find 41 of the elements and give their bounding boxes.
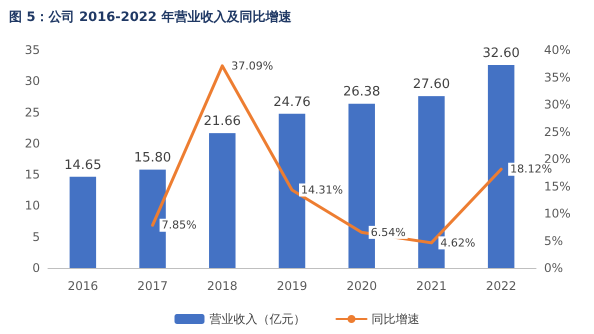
data-label: 4.62% <box>440 236 476 250</box>
data-label: 27.60 <box>412 77 450 92</box>
data-label: 32.60 <box>482 46 520 61</box>
y-tick-label: 20 <box>24 136 40 150</box>
data-label: 18.12% <box>510 162 552 176</box>
legend-label: 同比增速 <box>372 312 420 326</box>
y2-tick-label: 35% <box>544 70 571 84</box>
x-tick-label: 2021 <box>416 279 447 293</box>
bar <box>209 133 236 268</box>
x-tick-label: 2019 <box>276 279 308 293</box>
y2-tick-label: 40% <box>544 43 571 57</box>
y2-tick-label: 0% <box>544 261 564 275</box>
y-tick-label: 30 <box>24 74 40 88</box>
data-label: 14.31% <box>301 184 343 197</box>
bar <box>70 176 96 268</box>
chart-title: 图 5：公司 2016-2022 年营业收入及同比增速 <box>9 9 292 25</box>
y2-tick-label: 15% <box>544 179 571 194</box>
y2-tick-label: 10% <box>544 206 571 220</box>
y-tick-label: 5 <box>32 230 40 244</box>
x-tick-label: 2020 <box>346 279 377 293</box>
y-tick-label: 15 <box>24 168 40 182</box>
y-tick-label: 0 <box>32 261 40 275</box>
data-label: 37.09% <box>231 59 274 72</box>
data-label: 24.76 <box>273 94 311 110</box>
data-label: 21.66 <box>204 114 241 130</box>
data-label: 6.54% <box>370 226 406 239</box>
y-tick-label: 10 <box>24 198 40 213</box>
legend-label: 营业收入（亿元） <box>210 312 306 326</box>
x-tick-label: 2017 <box>137 279 168 293</box>
y-tick-label: 35 <box>24 43 40 57</box>
x-tick-label: 2018 <box>207 279 238 293</box>
x-tick-label: 2022 <box>486 279 516 293</box>
y2-tick-label: 5% <box>544 234 564 248</box>
data-label: 15.80 <box>134 150 172 166</box>
data-label: 14.65 <box>64 158 102 173</box>
y2-tick-label: 30% <box>544 98 571 112</box>
y2-tick-label: 25% <box>544 124 571 139</box>
x-tick-label: 2016 <box>68 279 98 293</box>
data-label: 26.38 <box>343 84 380 100</box>
y-tick-label: 25 <box>24 105 40 120</box>
data-label: 7.85% <box>162 218 197 232</box>
